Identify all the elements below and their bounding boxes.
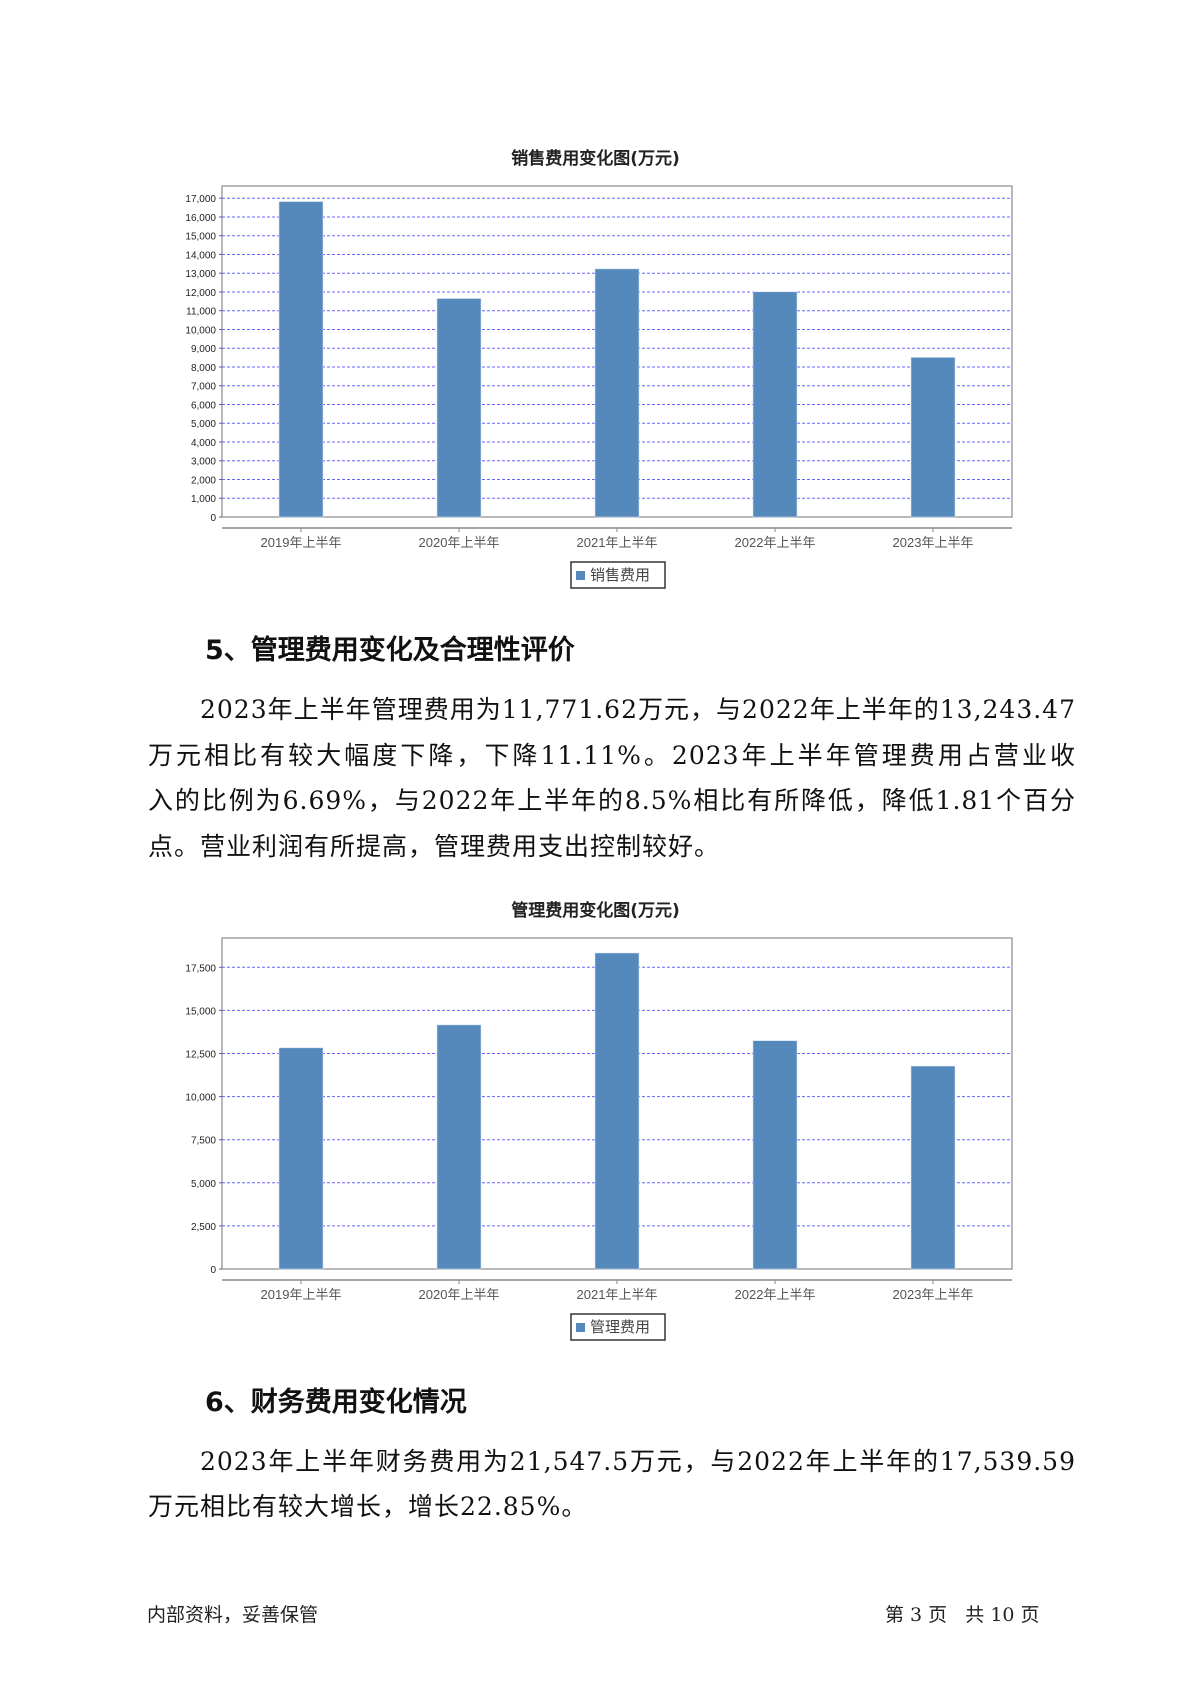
x-tick-label: 2021年上半年 — [577, 1287, 658, 1302]
y-tick-label: 11,000 — [186, 307, 216, 318]
y-tick-label: 12,000 — [185, 288, 216, 299]
y-tick-label: 6,000 — [191, 400, 216, 411]
y-tick-label: 8,000 — [191, 363, 216, 374]
bar-2023年上半年 — [910, 357, 956, 518]
y-tick-label: 15,000 — [185, 1006, 216, 1017]
x-tick-label: 2020年上半年 — [419, 535, 500, 550]
chart-title-admin: 管理费用变化图(万元) — [511, 901, 680, 921]
bar-2020年上半年 — [436, 298, 482, 518]
section-6-heading: 6、财务费用变化情况 — [205, 1387, 467, 1418]
x-tick-label: 2022年上半年 — [735, 535, 816, 550]
legend-swatch — [576, 571, 585, 580]
y-tick-label: 13,000 — [185, 269, 216, 280]
y-tick-label: 16,000 — [185, 213, 216, 224]
bar-2023年上半年 — [910, 1065, 956, 1270]
x-tick-label: 2020年上半年 — [419, 1287, 500, 1302]
y-tick-label: 0 — [210, 1265, 216, 1276]
y-tick-label: 2,000 — [191, 475, 216, 486]
bar-2020年上半年 — [436, 1024, 482, 1270]
section-5-line-4: 点。营业利润有所提高，管理费用支出控制较好。 — [148, 832, 721, 861]
bar-2021年上半年 — [594, 268, 640, 518]
legend-label: 销售费用 — [590, 567, 650, 584]
admin-expense-chart: 0 2,500 5,000 7,500 10,000 12,500 15,000 17,500… — [185, 937, 1013, 1341]
section-5-line-2: 万元相比有较大幅度下降，下降11.11%。2023年上半年管理费用占营业收 — [148, 741, 1076, 770]
y-tick-label: 17,500 — [185, 963, 216, 974]
x-tick-label: 2023年上半年 — [893, 535, 974, 550]
y-tick-label: 5,000 — [191, 419, 216, 430]
y-tick-label: 5,000 — [191, 1179, 216, 1190]
section-6-line-2: 万元相比有较大增长，增长22.85%。 — [148, 1492, 588, 1521]
y-tick-label: 0 — [210, 513, 216, 524]
y-tick-label: 10,000 — [185, 325, 216, 336]
x-tick-label: 2019年上半年 — [261, 535, 342, 550]
y-tick-label: 17,000 — [185, 194, 216, 205]
y-tick-label: 2,500 — [191, 1222, 216, 1233]
y-tick-label: 7,000 — [191, 382, 216, 393]
bar-2019年上半年 — [278, 1047, 324, 1270]
bar-2022年上半年 — [752, 291, 798, 518]
section-5-line-1: 2023年上半年管理费用为11,771.62万元，与2022年上半年的13,24… — [200, 695, 1076, 724]
x-tick-label: 2019年上半年 — [261, 1287, 342, 1302]
footer-page-number: 第 3 页 共 10 页 — [885, 1604, 1040, 1626]
y-tick-label: 1,000 — [191, 494, 216, 505]
x-tick-label: 2021年上半年 — [577, 535, 658, 550]
y-tick-label: 9,000 — [191, 344, 216, 355]
footer-confidential: 内部资料，妥善保管 — [147, 1604, 319, 1626]
x-tick-label: 2023年上半年 — [893, 1287, 974, 1302]
section-5-heading: 5、管理费用变化及合理性评价 — [205, 635, 575, 666]
chart-title-sales: 销售费用变化图(万元) — [511, 149, 680, 169]
sales-expense-chart: 0 1,000 2,000 3,000 4,000 5,000 6,000 7,000 8,00… — [185, 185, 1013, 589]
legend-swatch — [576, 1323, 585, 1332]
section-5-line-3: 入的比例为6.69%，与2022年上半年的8.5%相比有所降低，降低1.81个百… — [148, 786, 1076, 815]
y-tick-label: 14,000 — [185, 250, 216, 261]
y-tick-label: 15,000 — [185, 232, 216, 243]
y-tick-label: 4,000 — [191, 438, 216, 449]
y-tick-label: 10,000 — [185, 1093, 216, 1104]
bar-2019年上半年 — [278, 201, 324, 518]
legend-box — [570, 561, 666, 589]
y-tick-label: 3,000 — [191, 457, 216, 468]
bar-2021年上半年 — [594, 952, 640, 1270]
x-tick-label: 2022年上半年 — [735, 1287, 816, 1302]
section-6-line-1: 2023年上半年财务费用为21,547.5万元，与2022年上半年的17,539… — [200, 1447, 1076, 1476]
y-tick-label: 12,500 — [185, 1050, 216, 1061]
legend-box — [570, 1313, 666, 1341]
bar-2022年上半年 — [752, 1040, 798, 1270]
y-tick-label: 7,500 — [191, 1136, 216, 1147]
legend-label: 管理费用 — [590, 1319, 650, 1336]
